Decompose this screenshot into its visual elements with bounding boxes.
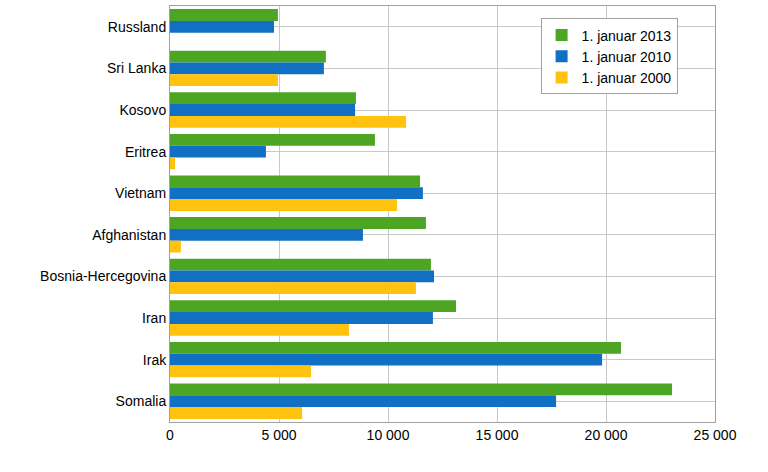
svg-text:Eritrea: Eritrea (125, 144, 166, 160)
svg-text:10 000: 10 000 (367, 427, 410, 443)
svg-text:5 000: 5 000 (261, 427, 296, 443)
svg-text:25 000: 25 000 (694, 427, 737, 443)
svg-text:Somalia: Somalia (116, 393, 167, 409)
svg-text:15 000: 15 000 (476, 427, 519, 443)
svg-text:Sri Lanka: Sri Lanka (107, 60, 166, 76)
svg-text:Afghanistan: Afghanistan (92, 227, 166, 243)
svg-text:0: 0 (166, 427, 174, 443)
svg-text:Iran: Iran (142, 310, 166, 326)
svg-text:1. januar 2000: 1. januar 2000 (582, 70, 672, 86)
svg-text:1. januar 2010: 1. januar 2010 (582, 49, 672, 65)
svg-text:Vietnam: Vietnam (115, 185, 166, 201)
svg-text:Bosnia-Hercegovina: Bosnia-Hercegovina (40, 268, 166, 284)
svg-text:Russland: Russland (108, 19, 166, 35)
svg-text:20 000: 20 000 (585, 427, 628, 443)
svg-text:Irak: Irak (143, 352, 167, 368)
svg-text:1. januar 2013: 1. januar 2013 (582, 28, 672, 44)
svg-text:Kosovo: Kosovo (119, 102, 166, 118)
